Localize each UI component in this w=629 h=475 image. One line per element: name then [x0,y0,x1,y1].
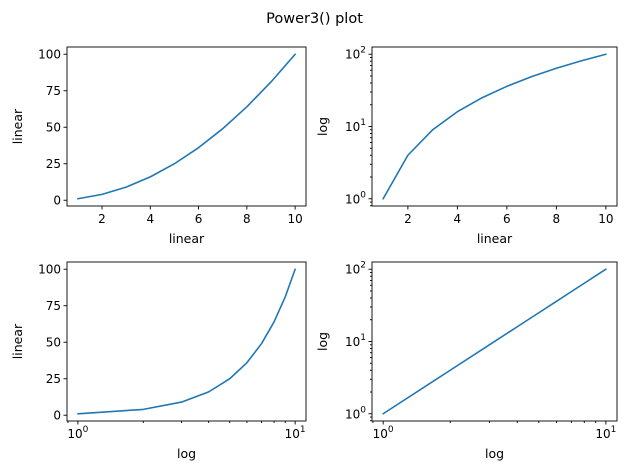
x-tick-label: 4 [454,212,462,226]
y-tick-label: 75 [46,299,61,313]
series-line [77,53,296,200]
x-tick-label: 101 [595,425,616,441]
x-tick-label: 100 [67,425,88,441]
x-axis-label: linear [477,231,513,246]
series-line [382,268,607,415]
y-tick-label: 75 [46,84,61,98]
y-tick-label: 100 [38,263,61,277]
y-axis-label: linear [10,108,25,144]
x-tick-label: 10 [598,212,613,226]
figure-title: Power3() plot [266,11,363,27]
x-tick-label: 101 [285,425,306,441]
x-tick-label: 8 [243,212,251,226]
y-tick-label: 25 [46,157,61,171]
y-tick-label: 102 [345,261,366,277]
y-tick-label: 0 [53,194,61,208]
axes-frame [66,46,307,207]
subplot-4: 100 101 100 101 102 log log [315,261,618,461]
y-tick-label: 100 [38,48,61,62]
x-tick-label: 6 [195,212,203,226]
subplot-2: 2 4 6 8 10 100 101 102 linear log [315,46,618,246]
x-axis-label: log [485,446,504,461]
x-tick-label: 100 [373,425,394,441]
x-tick-label: 8 [553,212,561,226]
axes-frame [371,46,618,207]
y-tick-label: 101 [345,333,366,349]
x-tick-label: 6 [503,212,511,226]
y-tick-label: 101 [345,118,366,134]
x-axis-label: linear [169,231,205,246]
y-axis-label: linear [10,323,25,359]
x-tick-label: 2 [404,212,412,226]
series-line [382,53,607,200]
y-tick-label: 100 [345,190,366,206]
y-tick-label: 50 [46,336,61,350]
x-tick-label: 2 [98,212,106,226]
series-line [77,268,296,415]
x-tick-label: 10 [287,212,302,226]
x-axis-label: log [177,446,196,461]
y-axis-label: log [315,117,330,136]
y-tick-label: 0 [53,409,61,423]
y-tick-label: 25 [46,372,61,386]
y-tick-label: 50 [46,121,61,135]
y-axis-label: log [315,332,330,351]
y-tick-label: 102 [345,46,366,62]
x-tick-label: 4 [146,212,154,226]
axes-frame [66,261,307,422]
subplot-3: 100 101 0 25 50 75 100 log linear [10,261,307,461]
y-tick-label: 100 [345,405,366,421]
axes-frame [371,261,618,422]
